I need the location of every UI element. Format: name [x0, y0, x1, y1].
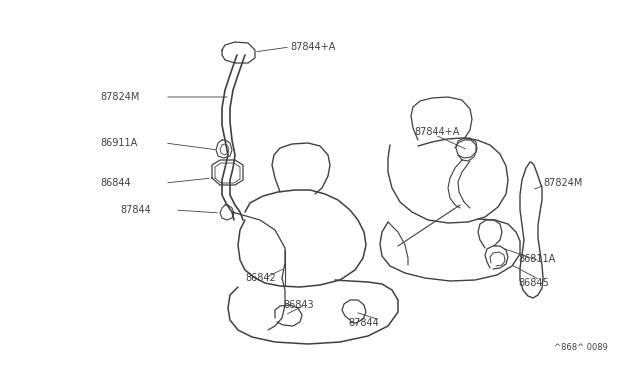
Text: ^868^ 0089: ^868^ 0089 [554, 343, 608, 352]
Text: 87844+A: 87844+A [290, 42, 335, 52]
Text: 87844: 87844 [348, 318, 379, 328]
Text: 86842: 86842 [245, 273, 276, 283]
Text: 86811A: 86811A [518, 254, 556, 264]
Text: 87844+A: 87844+A [414, 127, 460, 137]
Text: 87824M: 87824M [543, 178, 582, 188]
Text: 86843: 86843 [283, 300, 314, 310]
Text: 86845: 86845 [518, 278, 548, 288]
Text: 86911A: 86911A [100, 138, 137, 148]
Text: 86844: 86844 [100, 178, 131, 188]
Text: 87824M: 87824M [100, 92, 140, 102]
Text: 87844: 87844 [120, 205, 151, 215]
